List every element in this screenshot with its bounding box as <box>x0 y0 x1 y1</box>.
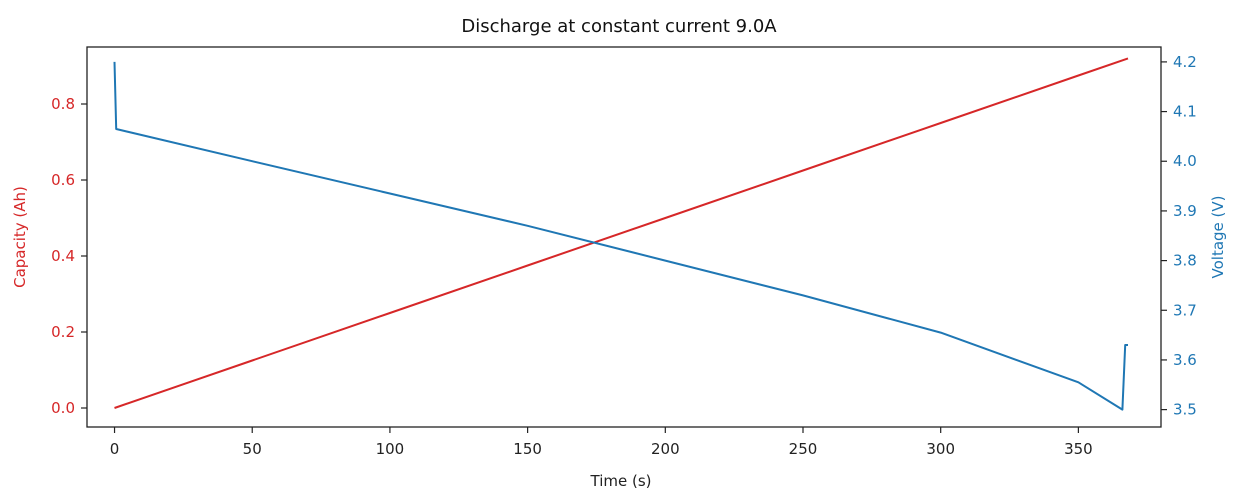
x-tick-label: 300 <box>926 440 955 458</box>
x-tick-label: 200 <box>651 440 680 458</box>
y-left-tick-label: 0.4 <box>51 247 75 265</box>
plot-frame <box>86 46 1162 428</box>
y-left-tick-label: 0.8 <box>51 95 75 113</box>
y-right-tick-label: 4.0 <box>1173 152 1197 170</box>
x-tick-label: 50 <box>243 440 262 458</box>
y-right-tick-label: 3.8 <box>1173 252 1197 270</box>
x-tick-label: 0 <box>110 440 120 458</box>
x-axis-title: Time (s) <box>590 472 652 490</box>
y-right-axis-title: Voltage (V) <box>1209 196 1227 279</box>
y-right-tick-label: 3.5 <box>1173 401 1197 419</box>
y-right-tick-label: 3.6 <box>1173 351 1197 369</box>
y-left-axis-title: Capacity (Ah) <box>11 186 29 288</box>
x-tick-label: 150 <box>513 440 542 458</box>
capacity-line <box>114 57 1129 409</box>
y-right-tick-label: 3.7 <box>1173 301 1197 319</box>
x-tick-label: 350 <box>1064 440 1093 458</box>
chart-title: Discharge at constant current 9.0A <box>461 16 777 37</box>
y-left-tick-label: 0.6 <box>51 171 75 189</box>
plot-area: 0 50 100 150 200 250 300 350 0.0 0.2 0.4 0.6 0.8 3.5 3… <box>51 46 1197 458</box>
y-left-tick-label: 0.0 <box>51 399 75 417</box>
y-left-tick-label: 0.2 <box>51 323 75 341</box>
x-tick-label: 250 <box>789 440 818 458</box>
y-right-tick-label: 4.1 <box>1173 103 1197 121</box>
y-right-tick-label: 3.9 <box>1173 202 1197 220</box>
x-tick-label: 100 <box>376 440 405 458</box>
y-right-tick-label: 4.2 <box>1173 53 1197 71</box>
voltage-line <box>113 61 1128 411</box>
